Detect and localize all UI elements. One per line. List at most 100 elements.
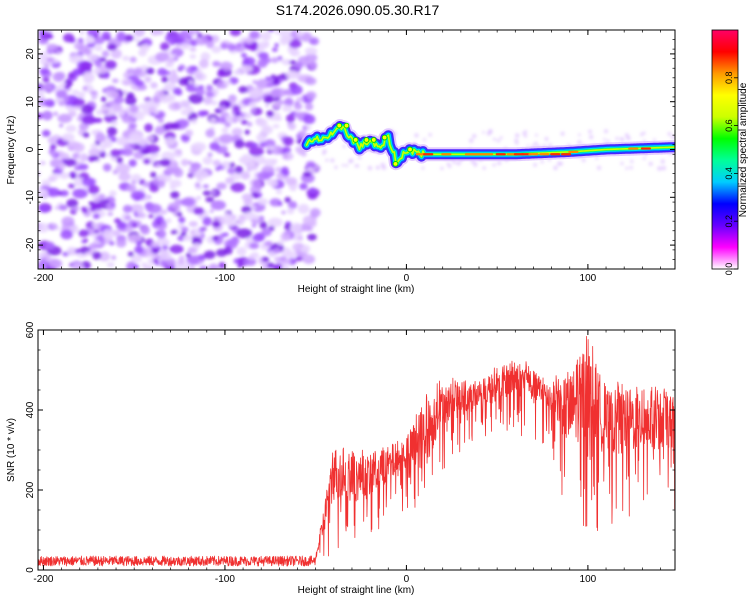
noise-blob: [79, 40, 84, 45]
noise-blob: [92, 213, 100, 219]
colorbar-tick-label: 0.2: [724, 215, 734, 228]
colorbar-label: Normalized spectral amplitude: [738, 82, 749, 217]
noise-dot: [606, 139, 610, 143]
noise-dot: [642, 131, 646, 135]
noise-dot: [671, 135, 675, 140]
noise-blob: [194, 182, 201, 188]
x-tick-label: -200: [33, 273, 53, 284]
noise-blob: [124, 95, 137, 106]
noise-dot: [422, 138, 426, 142]
top-y-axis-ticks: -20 -10 0 10 20: [25, 29, 675, 270]
noise-blob: [267, 145, 275, 151]
noise-blob: [240, 64, 253, 73]
noise-blob: [267, 30, 275, 33]
noise-blob: [257, 118, 268, 127]
noise-blob: [132, 113, 138, 119]
noise-blob: [223, 152, 231, 158]
noise-blob: [118, 221, 127, 230]
noise-dot: [595, 156, 599, 160]
noise-blob: [167, 206, 173, 212]
noise-blob: [60, 229, 73, 240]
noise-blob: [92, 251, 102, 260]
signal-track: [299, 119, 675, 171]
noise-blob: [199, 265, 208, 269]
noise-blob: [166, 56, 176, 64]
noise-blob: [68, 183, 76, 189]
noise-dot: [642, 157, 646, 160]
noise-blob: [172, 87, 182, 96]
noise-blob: [283, 136, 294, 146]
noise-blob: [207, 152, 213, 158]
noise-blob: [243, 112, 253, 119]
noise-blob: [304, 47, 318, 56]
noise-blob: [122, 148, 134, 157]
noise-blob: [271, 47, 278, 52]
noise-blob: [82, 86, 88, 91]
noise-blob: [181, 226, 189, 233]
noise-blob: [126, 184, 137, 193]
noise-dot: [524, 130, 528, 134]
noise-blob: [282, 104, 293, 112]
noise-blob: [277, 56, 283, 60]
noise-blob: [251, 223, 257, 228]
noise-blob: [277, 240, 285, 246]
noise-dot: [531, 144, 535, 147]
noise-blob: [279, 30, 292, 39]
noise-blob: [294, 61, 303, 70]
noise-blob: [246, 121, 253, 127]
noise-blob: [155, 52, 170, 62]
noise-dot: [421, 166, 425, 170]
noise-dot: [381, 165, 387, 170]
noise-blob: [137, 212, 147, 219]
noise-blob: [140, 226, 151, 235]
noise-blob: [134, 245, 144, 254]
noise-dot: [367, 165, 373, 171]
noise-blob: [228, 237, 240, 245]
noise-blob: [194, 72, 207, 81]
noise-blob: [191, 142, 207, 152]
noise-blob: [124, 215, 132, 221]
noise-dot: [640, 132, 644, 137]
track-peak: [407, 146, 413, 153]
noise-blob: [212, 159, 221, 167]
noise-blob: [122, 80, 132, 86]
noise-blob: [59, 152, 70, 161]
noise-blob: [256, 132, 267, 143]
noise-blob: [284, 196, 291, 203]
y-tick-label: 0: [25, 146, 36, 152]
noise-blob: [236, 246, 247, 256]
noise-blob: [143, 264, 154, 269]
noise-blob: [248, 146, 264, 157]
noise-blob: [287, 201, 298, 210]
noise-blob: [216, 84, 221, 89]
noise-dot: [523, 134, 528, 138]
noise-dot: [375, 165, 380, 170]
noise-blob: [215, 248, 228, 257]
noise-blob: [262, 172, 272, 180]
noise-blob: [154, 126, 166, 135]
noise-blob: [74, 248, 82, 254]
noise-blob: [273, 263, 283, 269]
noise-blob: [238, 156, 251, 164]
noise-blob: [53, 111, 59, 116]
noise-blob: [305, 125, 312, 130]
noise-blob: [302, 215, 317, 226]
noise-blob: [307, 233, 317, 241]
noise-blob: [250, 107, 256, 113]
noise-blob: [299, 183, 308, 190]
bottom-y-axis-label: SNR (10 * v/v): [6, 418, 17, 482]
noise-blob: [99, 57, 107, 63]
noise-blob: [282, 152, 294, 161]
noise-blob: [258, 41, 270, 49]
noise-blob: [57, 162, 66, 170]
noise-blob: [196, 33, 203, 38]
noise-blob: [305, 91, 317, 100]
noise-dot: [482, 131, 485, 134]
noise-blob: [238, 86, 248, 94]
noise-blob: [193, 242, 201, 250]
noise-dot: [615, 136, 619, 141]
noise-blob: [127, 251, 134, 257]
noise-dot: [334, 165, 338, 169]
noise-blob: [129, 56, 137, 63]
noise-blob: [287, 122, 297, 131]
